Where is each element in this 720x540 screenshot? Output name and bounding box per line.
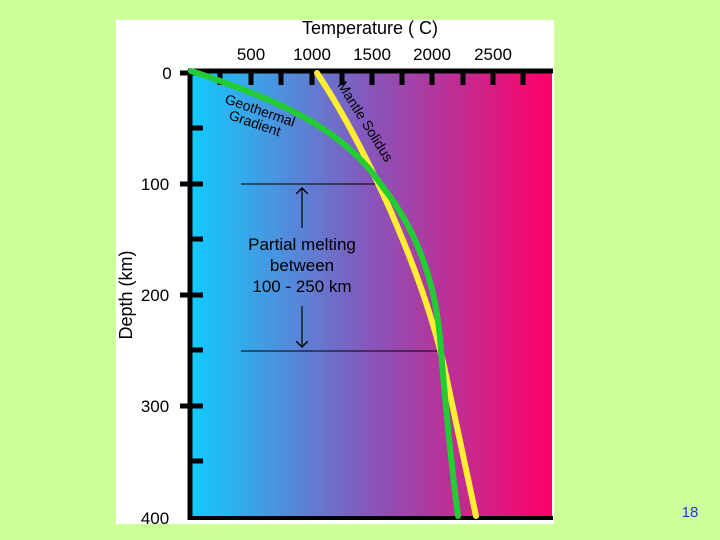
- x-tick-labels: 500 1000 1500 2000 2500: [237, 45, 512, 64]
- x-tick-label: 2500: [474, 45, 512, 64]
- y-tick-label: 300: [141, 397, 169, 416]
- y-tick-label: 400: [141, 509, 169, 528]
- x-tick-label: 2000: [413, 45, 451, 64]
- y-tick-label: 100: [141, 175, 169, 194]
- annotation-line-2: between: [270, 256, 334, 275]
- x-tick-label: 1500: [353, 45, 391, 64]
- page-number: 18: [681, 504, 699, 521]
- x-tick-label: 1000: [293, 45, 331, 64]
- geothermal-gradient-curve: [188, 68, 461, 519]
- mantle-solidus-curve: [314, 70, 479, 519]
- x-axis-title: Temperature ( C): [302, 18, 438, 38]
- x-tick-label: 500: [237, 45, 265, 64]
- y-tick-labels: 0 100 200 300 400: [141, 64, 172, 528]
- annotation-line-3: 100 - 250 km: [252, 277, 351, 296]
- y-tick-label: 0: [162, 64, 171, 83]
- y-axis-title: Depth (km): [116, 250, 136, 339]
- y-tick-label: 200: [141, 286, 169, 305]
- annotation-line-1: Partial melting: [248, 235, 356, 254]
- temperature-gradient-field: [190, 70, 552, 518]
- partial-melting-annotation: Partial melting between 100 - 250 km: [248, 235, 356, 296]
